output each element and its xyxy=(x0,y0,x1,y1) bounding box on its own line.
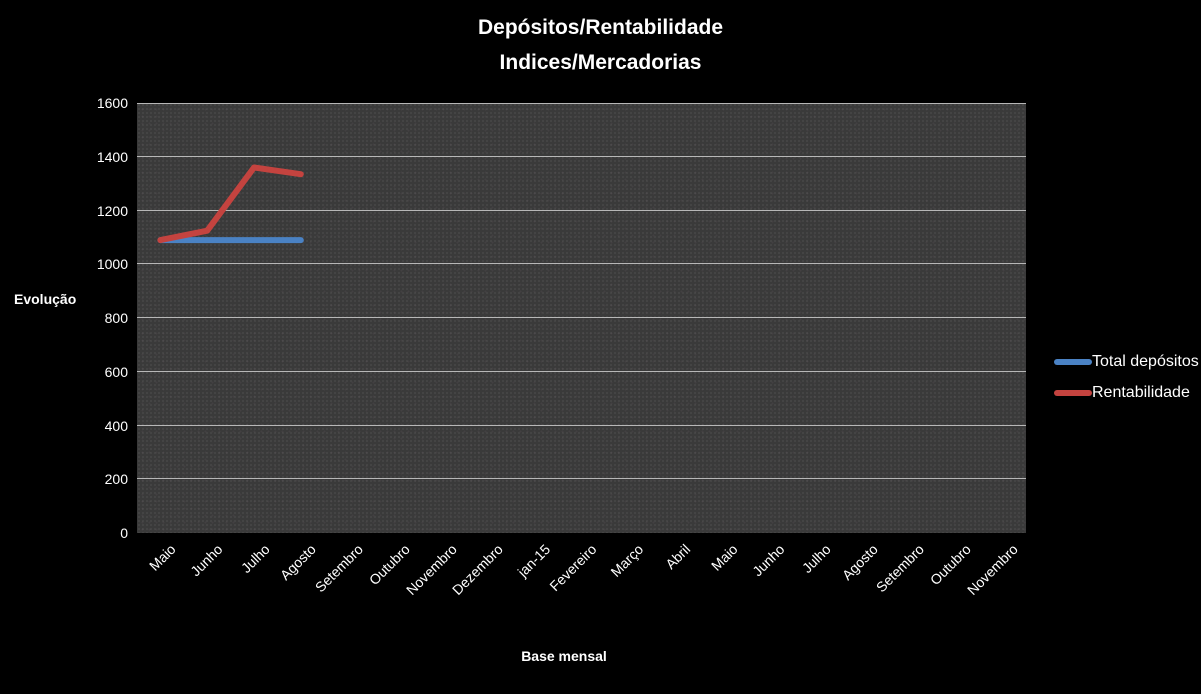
x-tick-label: Fevereiro xyxy=(546,541,600,595)
legend-item-total-depositos: Total depósitos xyxy=(1054,351,1199,373)
y-tick-label: 1200 xyxy=(96,202,128,219)
y-tick-label: 400 xyxy=(104,417,128,434)
x-tick-label: Setembro xyxy=(311,541,366,596)
x-tick-label: Julho xyxy=(798,541,834,576)
series-line-rentabilidade xyxy=(157,164,304,244)
x-tick-label: Agosto xyxy=(838,541,881,584)
x-tick-label: Outubro xyxy=(927,541,975,589)
x-tick-label: Março xyxy=(607,541,647,580)
gridline-400 xyxy=(137,425,1026,426)
legend-swatch-rentabilidade xyxy=(1054,390,1092,396)
x-tick-label: Junho xyxy=(187,541,226,580)
x-tick-label: Julho xyxy=(237,541,273,576)
gridline-1400 xyxy=(137,156,1026,157)
legend-swatch-total-depositos xyxy=(1054,359,1092,365)
plot-area xyxy=(137,103,1026,533)
x-tick-label: Junho xyxy=(748,541,787,580)
x-tick-label: Maio xyxy=(707,541,741,574)
chart-title-line2: Indices/Mercadorias xyxy=(499,51,702,74)
y-tick-label: 0 xyxy=(120,525,128,541)
y-tick-label: 1600 xyxy=(96,95,128,111)
chart-title: Depósitos/Rentabilidade Indices/Mercador… xyxy=(0,10,1201,80)
gridline-200 xyxy=(137,478,1026,479)
x-tick-label: jan-15 xyxy=(514,541,554,580)
y-tick-label: 800 xyxy=(104,310,128,326)
legend-item-rentabilidade: Rentabilidade xyxy=(1054,382,1199,404)
x-tick-label: Maio xyxy=(145,541,179,574)
x-tick-label: Abril xyxy=(662,541,694,573)
y-tick-label: 200 xyxy=(104,471,128,488)
x-tick-label: Setembro xyxy=(873,541,928,596)
x-tick-label: Agosto xyxy=(276,541,320,584)
series-lines xyxy=(157,164,304,244)
x-tick-label: Outubro xyxy=(365,541,413,589)
gridline-1200 xyxy=(137,210,1026,211)
gridline-1000 xyxy=(137,263,1026,264)
y-tick-label: 1000 xyxy=(96,256,128,273)
chart-title-line1: Depósitos/Rentabilidade xyxy=(477,16,724,39)
y-tick-label: 600 xyxy=(104,363,128,380)
y-axis-title: Evolução xyxy=(14,291,77,307)
legend-label-rentabilidade: Rentabilidade xyxy=(1092,384,1190,401)
y-tick-label: 1400 xyxy=(96,148,128,165)
legend: Total depósitos Rentabilidade xyxy=(1054,351,1199,413)
gridline-600 xyxy=(137,371,1026,372)
legend-label-total-depositos: Total depósitos xyxy=(1092,353,1199,370)
gridline-1600 xyxy=(137,103,1026,104)
x-axis-title: Base mensal xyxy=(521,648,607,664)
gridline-800 xyxy=(137,317,1026,318)
